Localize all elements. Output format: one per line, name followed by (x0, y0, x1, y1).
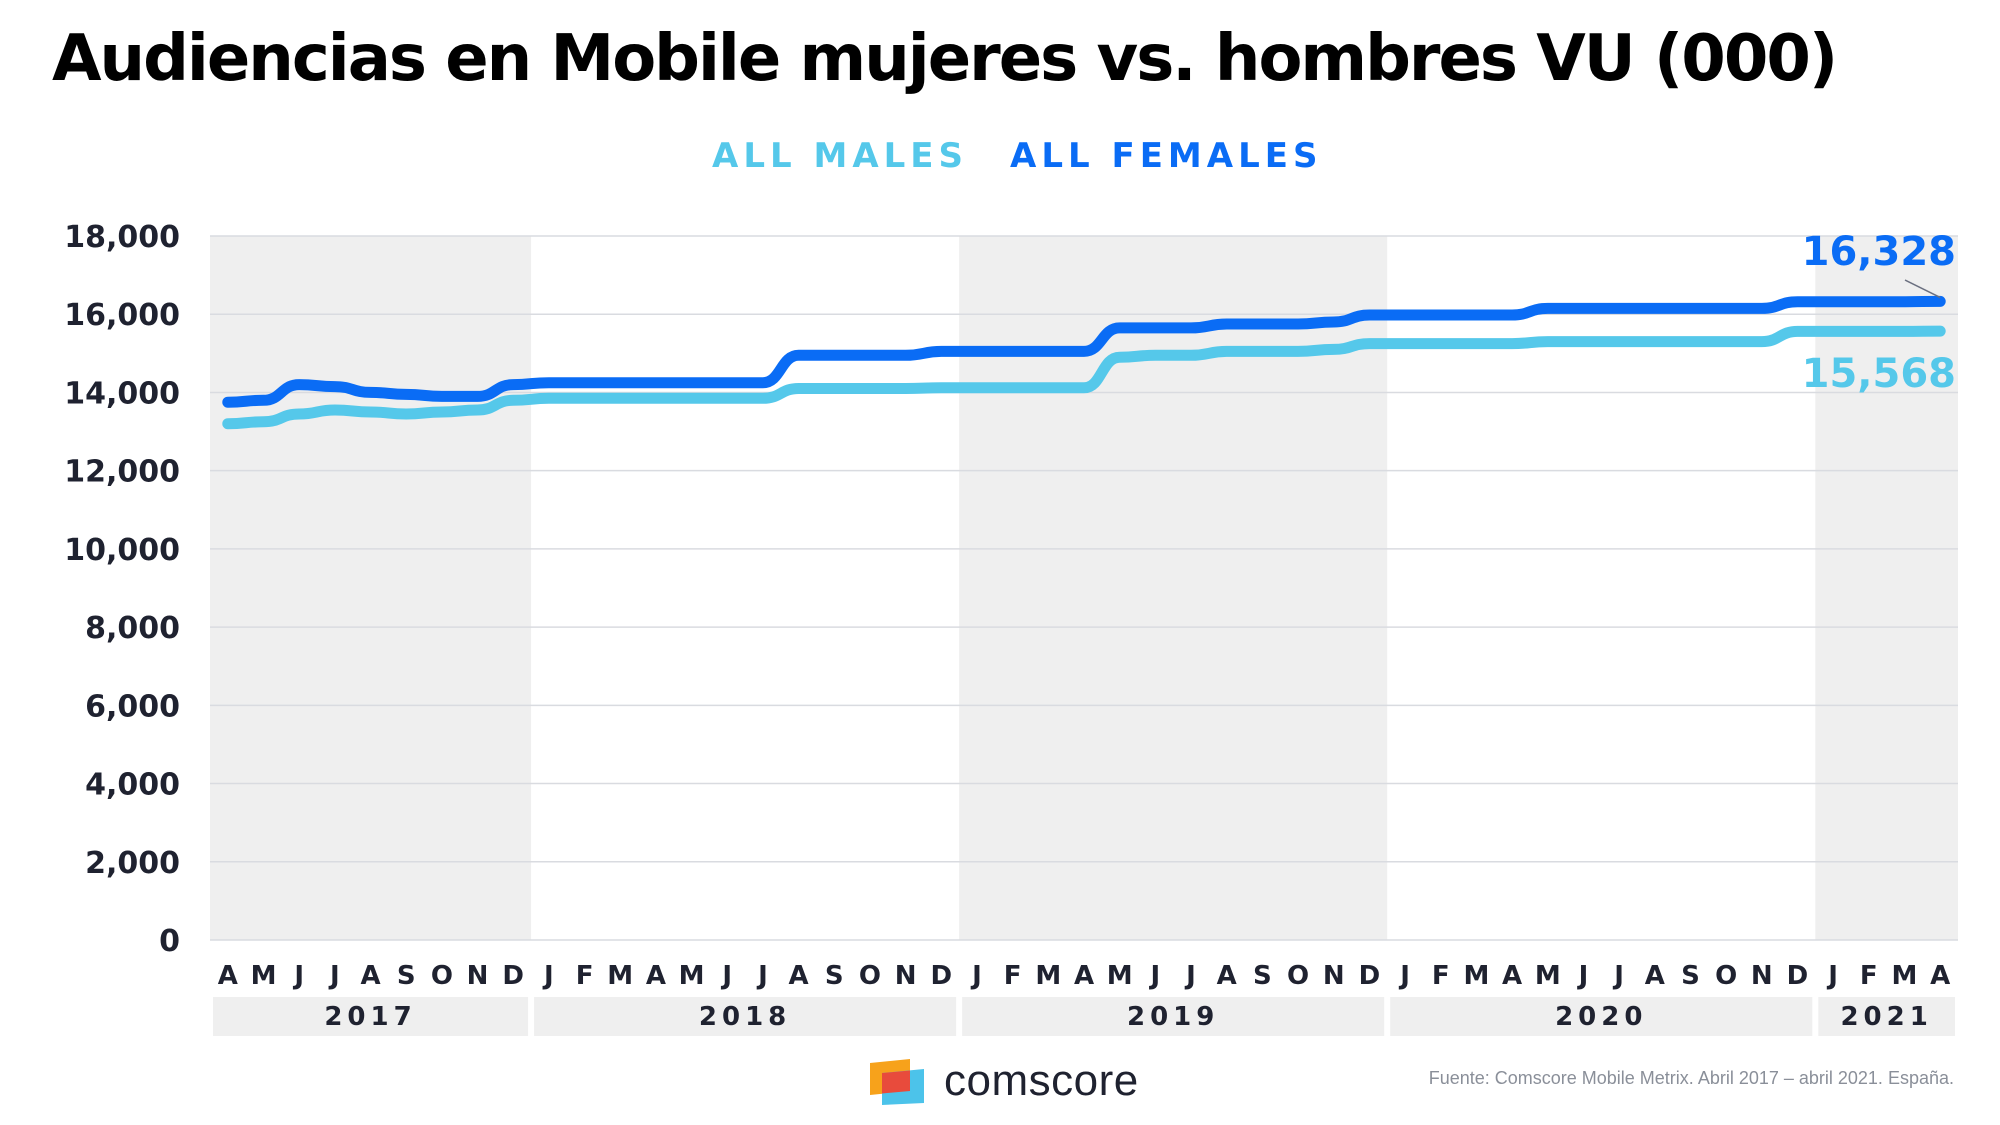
year-label: 2017 (324, 1002, 416, 1032)
series-line-females (222, 295, 1946, 408)
x-tick-label: O (1287, 961, 1309, 991)
x-tick-label: M (1892, 961, 1918, 991)
year-label: 2020 (1555, 1002, 1647, 1032)
x-tick-label: D (931, 961, 953, 991)
x-tick-label: S (1681, 961, 1700, 991)
x-tick-label: J (720, 961, 732, 991)
chart-legend: ALL MALES ALL FEMALES (712, 136, 1322, 176)
x-tick-label: N (895, 961, 917, 991)
x-tick-label: J (1826, 961, 1838, 991)
x-tick-label: J (1184, 961, 1196, 991)
x-tick-label: A (1217, 961, 1237, 991)
x-tick-label: O (431, 961, 453, 991)
year-box-2019 (962, 997, 1385, 1036)
year-box-2018 (534, 997, 957, 1036)
x-tick-label: A (646, 961, 666, 991)
comscore-logo-icon (870, 1059, 924, 1105)
x-tick-label: J (1149, 961, 1161, 991)
y-tick-label: 16,000 (64, 298, 180, 333)
x-tick-label: N (1751, 961, 1773, 991)
x-tick-label: S (397, 961, 416, 991)
x-tick-label: M (607, 961, 633, 991)
x-tick-label: M (1463, 961, 1489, 991)
x-tick-label: M (1035, 961, 1061, 991)
x-tick-label: O (859, 961, 881, 991)
x-tick-label: N (467, 961, 489, 991)
y-tick-label: 4,000 (85, 768, 180, 803)
x-tick-label: M (251, 961, 277, 991)
chart-title: Audiencias en Mobile mujeres vs. hombres… (52, 22, 1838, 96)
comscore-logo: comscore (866, 1056, 1139, 1106)
logo-wordmark: comscore (944, 1056, 1139, 1105)
year-label: 2021 (1840, 1002, 1932, 1032)
year-label: 2019 (1127, 1002, 1219, 1032)
x-tick-label: J (1577, 961, 1589, 991)
x-tick-label: F (1004, 961, 1022, 991)
end-label-leader (1904, 279, 1941, 299)
x-tick-label: F (576, 961, 594, 991)
year-band-2021 (1815, 236, 1958, 940)
x-tick-label: F (1860, 961, 1878, 991)
x-tick-label: S (1253, 961, 1272, 991)
x-tick-label: N (1323, 961, 1345, 991)
year-box-2017 (213, 997, 529, 1036)
end-labels: 16,328 15,568 (1802, 229, 1956, 397)
x-tick-label: A (1645, 961, 1665, 991)
y-tick-label: 8,000 (85, 611, 180, 646)
y-tick-label: 2,000 (85, 846, 180, 881)
x-tick-label: D (1359, 961, 1381, 991)
y-axis-ticks: 0 2,000 4,000 6,000 8,000 10,000 12,000 14,000 1… (64, 220, 180, 959)
x-tick-label: D (502, 961, 524, 991)
x-tick-label: D (1787, 961, 1809, 991)
x-tick-label: A (360, 961, 380, 991)
series-line-males (222, 325, 1946, 430)
x-tick-label: M (1107, 961, 1133, 991)
legend-item-males: ALL MALES (712, 136, 968, 176)
year-box-2020 (1390, 997, 1813, 1036)
x-tick-label: F (1432, 961, 1450, 991)
x-tick-label: J (328, 961, 340, 991)
year-band-2017 (210, 236, 532, 940)
x-tick-label: A (218, 961, 238, 991)
end-label-males: 15,568 (1802, 351, 1956, 397)
x-tick-label: J (542, 961, 554, 991)
y-tick-label: 18,000 (64, 220, 180, 255)
x-tick-label: M (679, 961, 705, 991)
x-tick-label: J (970, 961, 982, 991)
y-tick-label: 10,000 (64, 533, 180, 568)
x-tick-label: A (1502, 961, 1522, 991)
y-tick-label: 12,000 (64, 455, 180, 490)
x-tick-label: A (789, 961, 809, 991)
legend-item-females: ALL FEMALES (1010, 136, 1322, 176)
source-note: Fuente: Comscore Mobile Metrix. Abril 20… (1428, 1068, 1954, 1088)
year-box-2021 (1818, 997, 1955, 1036)
end-label-females: 16,328 (1802, 229, 1956, 275)
x-axis-year-labels: 2017 2018 2019 2020 2021 (213, 997, 1955, 1036)
x-tick-label: J (756, 961, 768, 991)
year-label: 2018 (699, 1002, 791, 1032)
x-tick-label: J (1612, 961, 1624, 991)
y-tick-label: 0 (159, 924, 180, 959)
gridlines (210, 235, 1958, 941)
x-tick-label: J (1398, 961, 1410, 991)
series-lines (222, 295, 1946, 430)
x-tick-label: O (1715, 961, 1737, 991)
x-tick-label: J (292, 961, 304, 991)
x-tick-label: A (1930, 961, 1950, 991)
x-tick-label: M (1535, 961, 1561, 991)
year-band-2019 (959, 236, 1388, 940)
x-tick-label: S (825, 961, 844, 991)
y-tick-label: 14,000 (64, 376, 180, 411)
y-tick-label: 6,000 (85, 689, 180, 724)
x-tick-label: A (1074, 961, 1094, 991)
